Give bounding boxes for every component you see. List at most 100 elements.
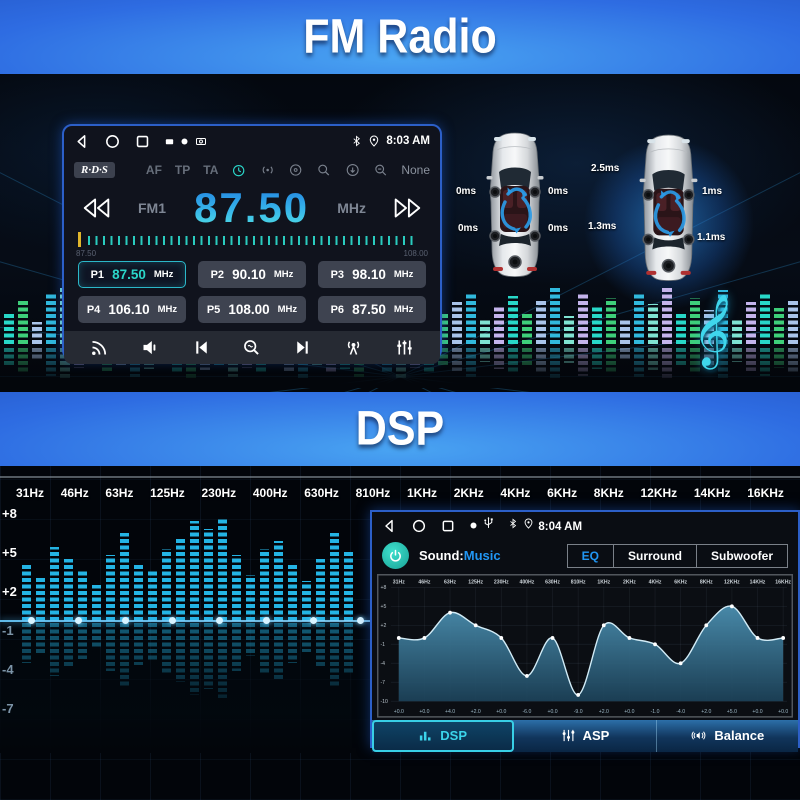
eq-bar [4,314,14,344]
svg-text:63Hz: 63Hz [444,580,456,586]
svg-text:31Hz: 31Hz [393,580,405,586]
svg-text:810Hz: 810Hz [571,580,586,586]
zero-line-dot [122,617,129,624]
preset-p3[interactable]: P3 98.10 MHz [318,261,426,288]
tab-asp[interactable]: ASP [514,719,657,752]
zero-line-dot [75,617,82,624]
svg-text:8KHz: 8KHz [700,580,713,586]
sliders-icon [562,730,574,742]
dsp-section: 31Hz 46Hz 63Hz 125Hz 230Hz 400Hz 630Hz 810Hz 1KH… [0,466,800,800]
zoom-icon[interactable] [373,162,388,178]
freq-label: 2KHz [453,486,484,500]
delay-label: 1ms [702,186,723,197]
eq-bar [50,547,59,621]
svg-text:-10: -10 [380,699,388,705]
delay-label: 2.5ms [591,163,620,174]
eq-bar [536,300,546,344]
bluetooth-icon [353,135,361,147]
rds-row: R·D·S AF TP TA [64,156,440,184]
back-icon[interactable] [382,518,398,534]
seek-forward-button[interactable] [390,195,424,221]
previous-track-icon[interactable] [191,337,212,358]
freq-label: 14KHz [693,486,731,500]
eq-button[interactable]: EQ [581,548,599,563]
zero-line-dot [310,617,317,624]
dsp-banner: DSP [0,392,800,466]
preset-p1[interactable]: P1 87.50 MHz [78,261,186,288]
power-button[interactable] [382,542,409,569]
svg-text:+0.0: +0.0 [752,709,762,715]
timer-icon[interactable] [231,162,246,178]
fm-section: 0ms 0ms 0ms 0ms 2.5ms 1ms 1.3ms 1.1ms 𝄞 [0,74,800,627]
frequency-label-row: 31Hz 46Hz 63Hz 125Hz 230Hz 400Hz 630Hz 810Hz 1KH… [0,476,800,506]
svg-text:4KHz: 4KHz [649,580,662,586]
eq-bar [662,286,672,344]
search-icon[interactable] [316,162,331,178]
eq-bar [78,571,87,621]
preset-p2[interactable]: P2 90.10 MHz [198,261,306,288]
home-icon[interactable] [411,518,427,534]
home-icon[interactable] [104,133,121,150]
af-toggle[interactable]: AF [145,163,162,177]
svg-text:6KHz: 6KHz [674,580,687,586]
antenna-icon[interactable] [343,337,364,358]
svg-text:-1.0: -1.0 [651,709,660,715]
eq-bar [578,294,588,344]
preset-p6[interactable]: P6 87.50 MHz [318,296,426,323]
sound-value: Music [463,547,501,563]
equalizer-icon[interactable] [394,337,415,358]
usb-icon [484,517,494,528]
location-icon [370,135,379,147]
svg-text:400Hz: 400Hz [519,580,534,586]
eq-bar [676,314,686,344]
freq-label: 16KHz [747,486,784,500]
zero-line-dot [169,617,176,624]
eq-curve-chart[interactable]: 31Hz 46Hz 63Hz 125Hz 230Hz 400Hz 630Hz 810Hz 1KH… [377,574,793,718]
eq-bar [106,555,115,621]
eq-bar [36,577,45,621]
eq-mode-buttons: EQ Surround Subwoofer [566,543,788,568]
scan-icon[interactable] [241,337,262,358]
eq-bar [452,302,462,344]
next-track-icon[interactable] [292,337,313,358]
svg-text:2KHz: 2KHz [623,580,636,586]
eq-axis-label: +5 [2,545,17,560]
sound-label: Sound: [419,547,464,563]
svg-text:+4.0: +4.0 [445,709,455,715]
disc-icon[interactable] [288,162,303,178]
recents-icon[interactable] [440,518,456,534]
eq-bar [176,539,185,621]
signal-icon[interactable] [89,337,110,358]
screenshot-icon [196,138,206,145]
record-icon [470,522,477,529]
pty-none-label[interactable]: None [401,163,431,177]
preset-p5[interactable]: P5 108.00 MHz [198,296,306,323]
seek-back-button[interactable] [80,195,114,221]
svg-text:46Hz: 46Hz [418,580,430,586]
dsp-status-bar: 8:04 AM [372,512,798,539]
frequency-scale[interactable]: 87.50 108.00 [76,232,428,258]
dsp-tab-bar: DSP ASP Balance [372,719,798,752]
recents-icon[interactable] [134,133,151,150]
svg-text:630Hz: 630Hz [545,580,560,586]
subwoofer-button[interactable]: Subwoofer [696,544,787,567]
volume-icon[interactable] [140,337,161,358]
ta-toggle[interactable]: TA [203,163,219,177]
preset-grid: P1 87.50 MHz P2 90.10 MHz P3 98.10 MHz P… [64,258,440,331]
tab-balance[interactable]: Balance [657,720,798,752]
spectrum-bars [22,506,372,621]
tab-dsp[interactable]: DSP [372,719,515,752]
back-icon[interactable] [74,133,91,150]
zero-line-dot [357,617,364,624]
tp-toggle[interactable]: TP [174,163,191,177]
band-label[interactable]: FM1 [138,200,166,216]
download-icon[interactable] [345,162,360,178]
stereo-broadcast-icon[interactable] [260,162,275,178]
scale-min: 87.50 [76,249,97,258]
freq-label: 125Hz [150,486,185,500]
freq-label: 810Hz [355,486,391,500]
eq-bar [260,549,269,621]
surround-button[interactable]: Surround [613,544,696,567]
preset-p4[interactable]: P4 106.10 MHz [78,296,186,323]
